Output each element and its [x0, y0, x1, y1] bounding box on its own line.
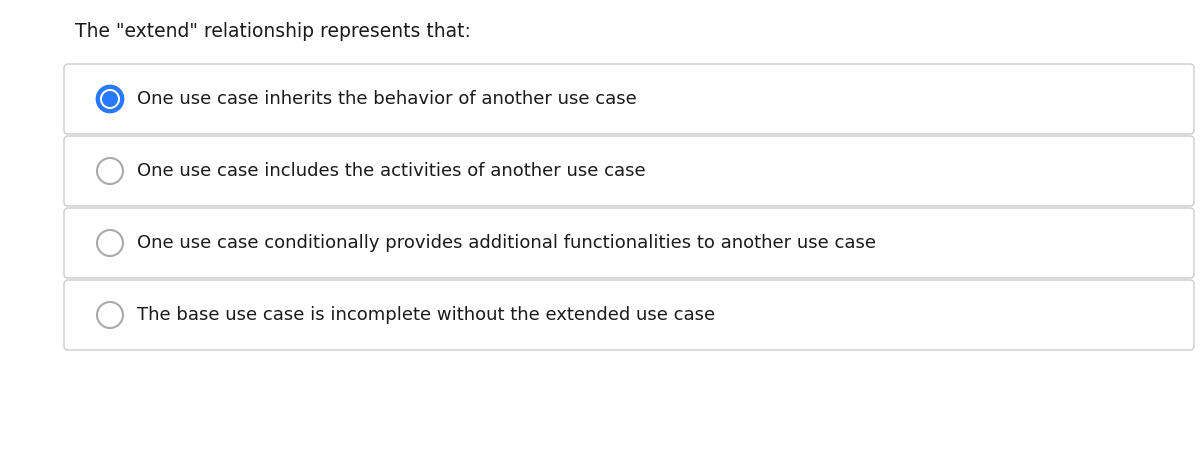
Ellipse shape	[102, 91, 118, 107]
Ellipse shape	[100, 89, 120, 109]
FancyBboxPatch shape	[64, 64, 1194, 134]
Text: One use case includes the activities of another use case: One use case includes the activities of …	[137, 162, 646, 180]
FancyBboxPatch shape	[64, 136, 1194, 206]
Text: The base use case is incomplete without the extended use case: The base use case is incomplete without …	[137, 306, 715, 324]
Ellipse shape	[97, 230, 124, 256]
Ellipse shape	[97, 86, 124, 112]
Text: One use case inherits the behavior of another use case: One use case inherits the behavior of an…	[137, 90, 637, 108]
FancyBboxPatch shape	[64, 280, 1194, 350]
FancyBboxPatch shape	[64, 208, 1194, 278]
Ellipse shape	[97, 302, 124, 328]
Text: One use case conditionally provides additional functionalities to another use ca: One use case conditionally provides addi…	[137, 234, 876, 252]
Text: The "extend" relationship represents that:: The "extend" relationship represents tha…	[74, 22, 470, 41]
Ellipse shape	[97, 158, 124, 184]
